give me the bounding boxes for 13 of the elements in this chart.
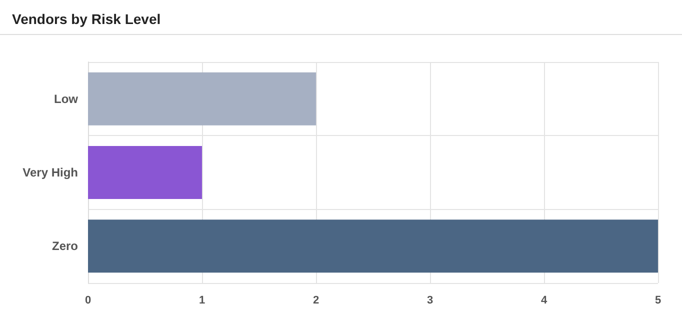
x-tick-label: 1 bbox=[198, 294, 206, 306]
y-tick-label: Zero bbox=[52, 239, 78, 254]
y-tick-label: Very High bbox=[22, 166, 78, 180]
x-tick-label: 3 bbox=[426, 294, 434, 306]
x-tick-label: 4 bbox=[540, 294, 548, 306]
x-tick-label: 2 bbox=[312, 294, 320, 306]
y-tick-label: Low bbox=[54, 92, 79, 106]
chart-title: Vendors by Risk Level bbox=[12, 11, 161, 27]
x-tick-label: 5 bbox=[654, 294, 662, 306]
x-tick-label: 0 bbox=[84, 294, 92, 306]
bar bbox=[88, 146, 202, 200]
bar bbox=[88, 220, 658, 273]
bar bbox=[88, 72, 316, 126]
